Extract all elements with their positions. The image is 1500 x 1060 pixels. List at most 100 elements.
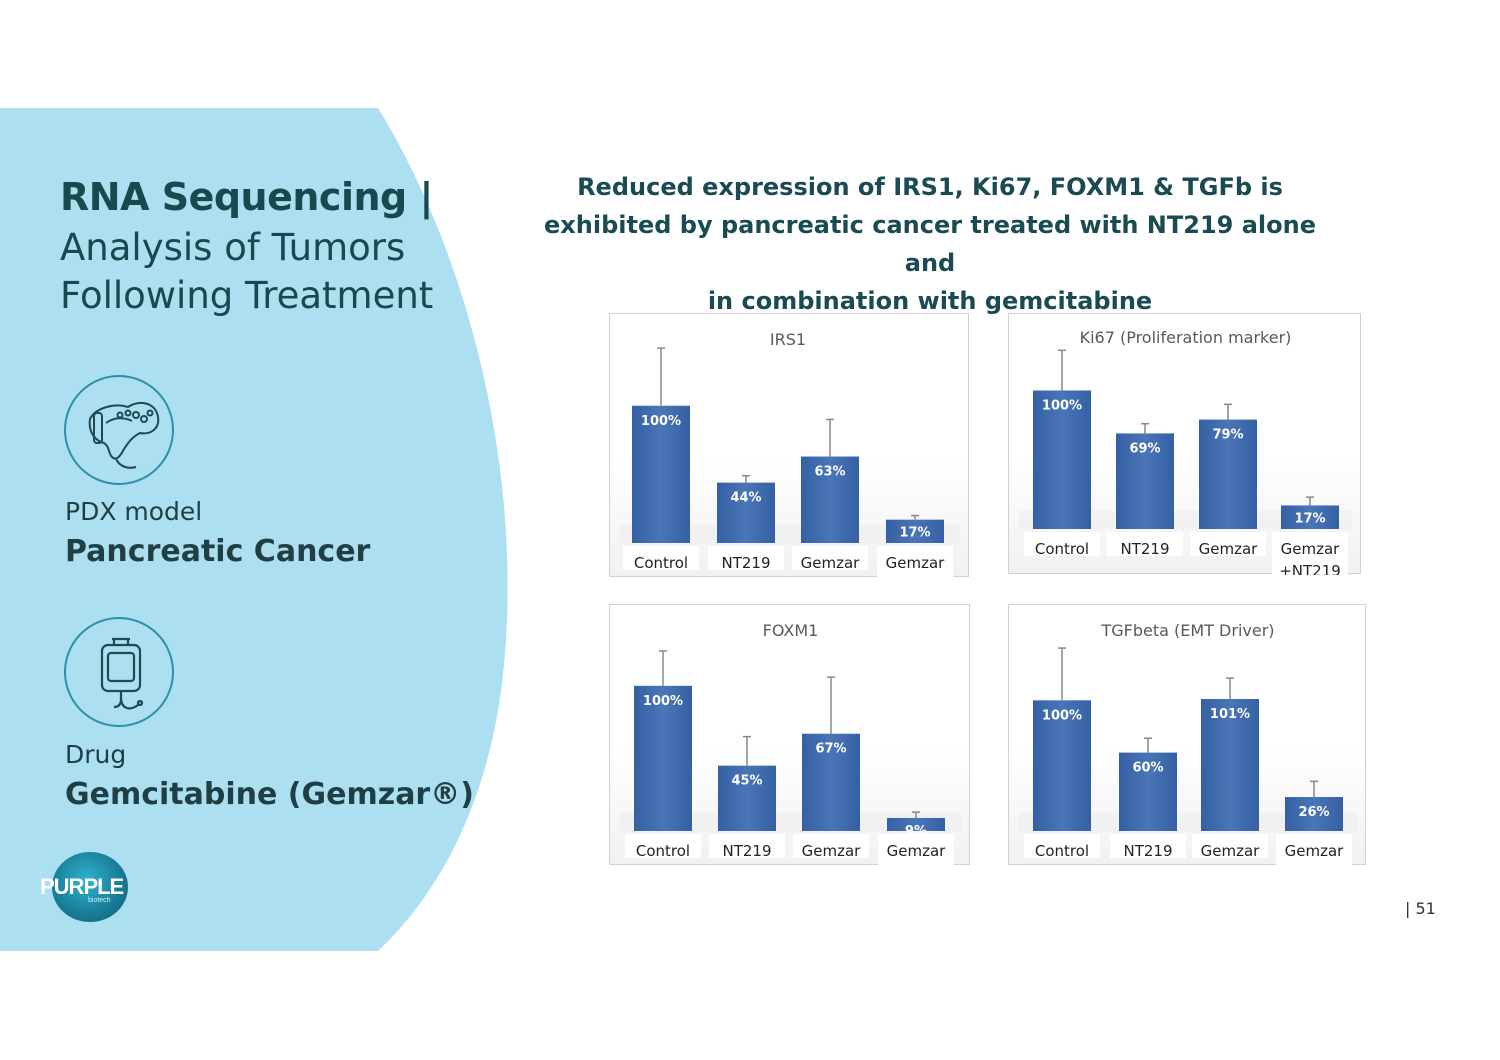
data-label-gemzar-nt219: 26% — [1298, 805, 1329, 820]
chart-svg: IRS1 100% Control 44% NT219 63% Gemzar 17% Gemza… — [620, 330, 960, 578]
bar-control — [634, 685, 692, 831]
chart-title: Ki67 (Proliferation marker) — [1080, 328, 1292, 347]
category-label-box — [625, 834, 701, 858]
category-label-control: Control — [1035, 540, 1089, 558]
bar-gemzar-nt219 — [1285, 797, 1343, 831]
bar-nt219 — [718, 765, 776, 831]
bar-gemzar — [1201, 699, 1259, 831]
category-label-gemzar-nt219: +NT219 — [884, 576, 946, 578]
data-label-gemzar: 67% — [815, 742, 846, 757]
category-label-box — [709, 834, 785, 858]
data-label-gemzar-nt219: 17% — [1294, 511, 1325, 526]
data-label-control: 100% — [641, 414, 681, 429]
data-label-gemzar: 63% — [814, 465, 845, 480]
iv-bag-icon — [64, 617, 174, 727]
chart-title: IRS1 — [770, 330, 806, 349]
category-label-gemzar-nt219: +NT219 — [885, 864, 947, 866]
category-label-box — [878, 834, 954, 866]
category-label-gemzar: Gemzar — [801, 554, 861, 572]
headline: Reduced expression of IRS1, Ki67, FOXM1 … — [525, 168, 1335, 320]
category-label-box — [623, 546, 699, 570]
category-label-gemzar-nt219: Gemzar — [886, 554, 946, 572]
bar-nt219 — [1116, 433, 1174, 529]
category-label-box — [1024, 834, 1100, 858]
category-label-nt219: NT219 — [721, 554, 770, 572]
side-panel — [0, 108, 510, 951]
bar-gemzar — [802, 733, 860, 831]
chart-irs1: IRS1 100% Control 44% NT219 63% Gemzar 17% Gemza… — [609, 313, 969, 578]
bar-nt219 — [1119, 752, 1177, 831]
model-label: PDX model — [65, 497, 203, 526]
model-value: Pancreatic Cancer — [65, 534, 371, 569]
purple-logo — [52, 852, 128, 922]
data-label-nt219: 69% — [1129, 441, 1160, 456]
category-label-control: Control — [1035, 842, 1089, 860]
slide-title-line3: Following Treatment — [60, 274, 434, 317]
slide-title-bold: RNA Sequencing | — [60, 175, 433, 219]
bar-control — [1033, 700, 1091, 831]
category-label-gemzar-nt219: Gemzar — [1281, 540, 1341, 558]
category-label-box — [1192, 834, 1268, 858]
slide-title-line2: Analysis of Tumors — [60, 226, 406, 269]
chart-svg: TGFbeta (EMT Driver) 100% Control 60% NT219 1… — [1019, 621, 1357, 866]
data-label-gemzar: 101% — [1210, 707, 1250, 722]
category-label-gemzar-nt219: +NT219 — [1279, 562, 1341, 575]
headline-line2: exhibited by pancreatic cancer treated w… — [544, 211, 1316, 277]
bar-gemzar-nt219 — [1281, 505, 1339, 529]
category-label-box — [1190, 532, 1266, 556]
drug-value: Gemcitabine (Gemzar®) — [65, 777, 474, 812]
headline-line1: Reduced expression of IRS1, Ki67, FOXM1 … — [577, 173, 1283, 201]
category-label-control: Control — [636, 842, 690, 860]
data-label-nt219: 60% — [1132, 761, 1163, 776]
bar-nt219 — [717, 482, 775, 543]
category-label-box — [1110, 834, 1186, 858]
bar-control — [632, 405, 690, 543]
category-label-box — [1107, 532, 1183, 556]
category-label-box — [1272, 532, 1348, 575]
plot-floor — [620, 813, 961, 831]
headline-line3: in combination with gemcitabine — [707, 287, 1153, 315]
category-label-box — [708, 546, 784, 570]
category-label-nt219: NT219 — [1123, 842, 1172, 860]
chart-foxm1: FOXM1 100% Control 45% NT219 67% Gemzar 9% Gemza… — [609, 604, 970, 866]
data-label-gemzar: 79% — [1212, 428, 1243, 443]
bar-gemzar-nt219 — [887, 817, 945, 831]
category-label-box — [793, 834, 869, 858]
category-label-gemzar-nt219: Gemzar — [887, 842, 947, 860]
chart-title: TGFbeta (EMT Driver) — [1100, 621, 1274, 640]
category-label-box — [792, 546, 868, 570]
category-label-box — [1276, 834, 1352, 866]
category-label-box — [1024, 532, 1100, 556]
category-label-gemzar-nt219: +NT219 — [1283, 864, 1345, 866]
data-label-control: 100% — [1042, 708, 1082, 723]
chart-title: FOXM1 — [763, 621, 819, 640]
chart-svg: Ki67 (Proliferation marker) 100% Control 69… — [1019, 328, 1352, 575]
category-label-control: Control — [634, 554, 688, 572]
bar-gemzar — [1199, 419, 1257, 529]
category-label-gemzar-nt219: Gemzar — [1285, 842, 1345, 860]
pancreas-icon — [64, 375, 174, 485]
bar-gemzar — [801, 456, 859, 543]
category-label-box — [877, 546, 953, 578]
category-label-gemzar: Gemzar — [1199, 540, 1259, 558]
plot-floor — [620, 525, 960, 543]
drug-label: Drug — [65, 740, 127, 769]
bar-gemzar-nt219 — [886, 519, 944, 543]
chart-tgfbeta: TGFbeta (EMT Driver) 100% Control 60% NT219 1… — [1008, 604, 1366, 866]
chart-svg: FOXM1100%Control45%NT21967%Gemzar9%Gemza… — [620, 621, 961, 866]
plot-floor — [1019, 511, 1352, 529]
category-label-nt219: NT219 — [1120, 540, 1169, 558]
plot-floor — [1019, 813, 1357, 831]
page-number: | 51 — [1405, 899, 1436, 918]
logo-subtext: biotech — [88, 897, 111, 904]
category-label-gemzar: Gemzar — [802, 842, 862, 860]
data-label-control: 100% — [643, 694, 683, 709]
data-label-gemzar-nt219: 17% — [899, 526, 930, 541]
category-label-nt219: NT219 — [722, 842, 771, 860]
category-label-gemzar: Gemzar — [1201, 842, 1261, 860]
chart-ki67: Ki67 (Proliferation marker) 100% Control 69… — [1008, 313, 1361, 575]
data-label-nt219: 44% — [730, 491, 761, 506]
data-label-nt219: 45% — [731, 774, 762, 789]
data-label-control: 100% — [1042, 398, 1082, 413]
bar-control — [1033, 390, 1091, 529]
